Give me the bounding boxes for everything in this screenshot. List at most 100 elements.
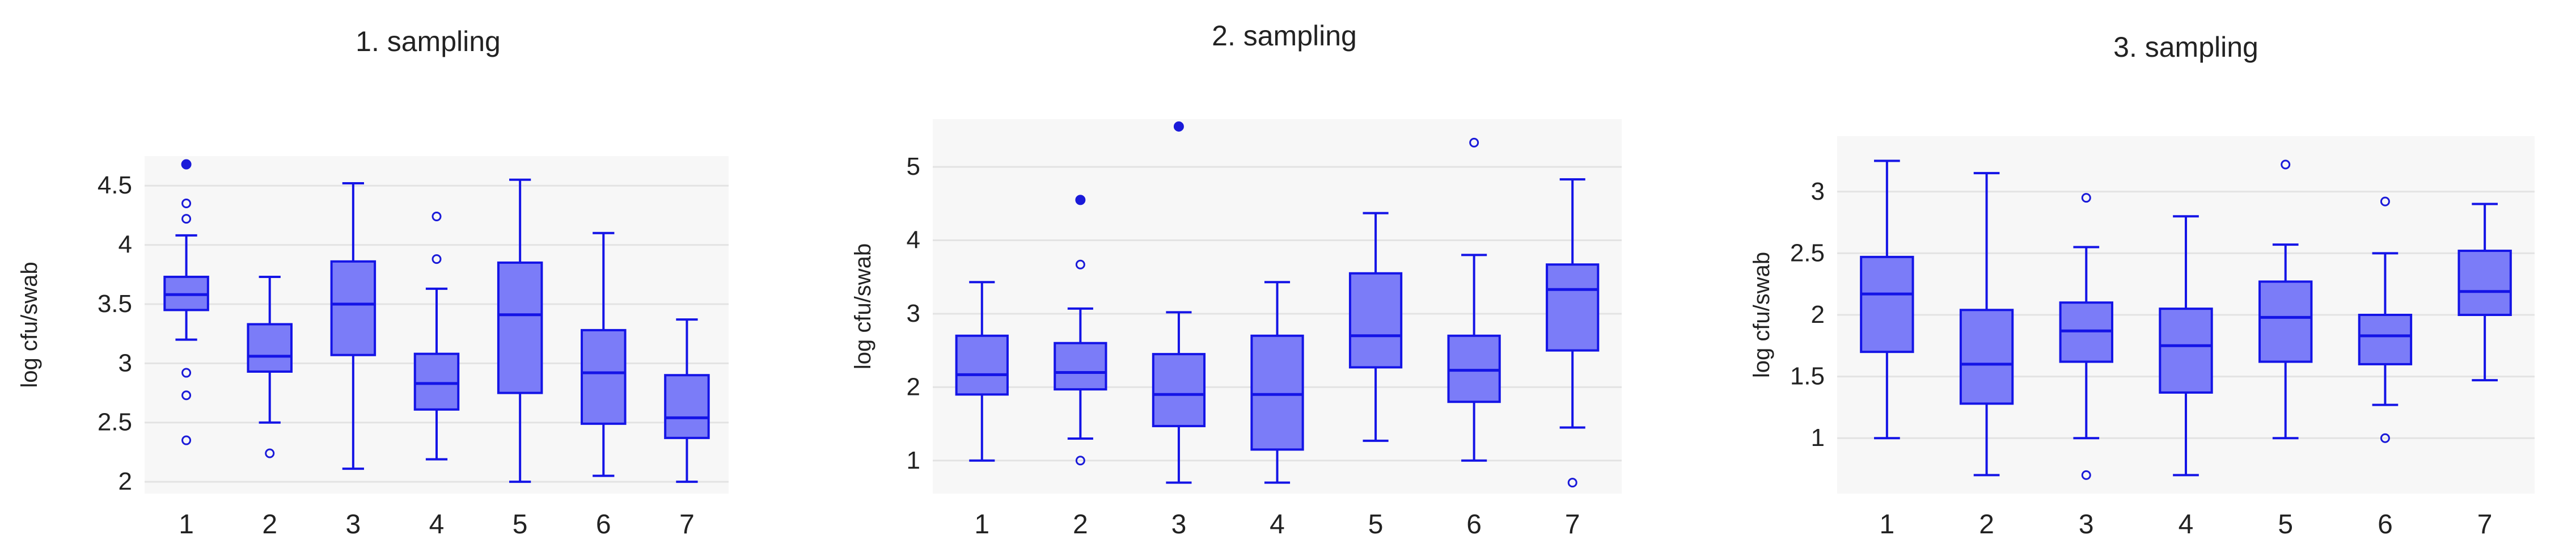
x-tick-label: 7 — [679, 510, 695, 540]
y-axis-label: log cfu/swab — [17, 262, 42, 388]
x-tick-label: 5 — [1368, 510, 1384, 540]
x-tick-label: 4 — [2179, 510, 2194, 540]
box-iqr — [581, 329, 627, 425]
y-tick-label: 2 — [1811, 301, 1825, 329]
box-category-7 — [2457, 203, 2512, 382]
outlier-point — [2081, 470, 2091, 480]
box-category-7 — [664, 318, 710, 483]
x-tick-label: 7 — [2477, 510, 2493, 540]
y-tick-label: 4 — [907, 226, 920, 254]
box-category-1 — [163, 159, 209, 445]
box-iqr — [664, 374, 710, 439]
box-iqr — [1959, 309, 2014, 405]
box-category-4 — [413, 211, 460, 461]
x-tick-label: 3 — [2079, 510, 2094, 540]
outlier-point — [1567, 478, 1577, 488]
box-category-6 — [581, 231, 627, 477]
outlier-point — [2281, 159, 2291, 170]
box-category-7 — [1546, 178, 1600, 488]
extreme-outlier-point — [181, 159, 192, 170]
outlier-point — [2380, 196, 2390, 207]
panel-1-sampling: 2 2.5 3 3.5 4 4.5 1 2 3 4 5 6 7 1. sampling log cfu/sw… — [17, 26, 729, 540]
box-iqr — [1546, 263, 1600, 352]
y-tick-label: 3 — [119, 349, 132, 377]
box-iqr — [1860, 255, 1914, 353]
y-tick-label: 3 — [1811, 178, 1825, 205]
outlier-point — [181, 390, 192, 401]
box-category-6 — [1447, 137, 1501, 462]
outlier-point — [2380, 433, 2390, 443]
box-category-3 — [1152, 121, 1206, 484]
box-category-1 — [955, 281, 1009, 462]
box-category-3 — [2059, 193, 2113, 480]
x-tick-label: 2 — [1073, 510, 1088, 540]
x-tick-label: 1 — [1880, 510, 1895, 540]
x-tick-label: 3 — [346, 510, 361, 540]
x-tick-label: 2 — [1979, 510, 1994, 540]
panel-3-sampling: 1 1.5 2 2.5 3 1 2 3 4 5 6 7 3. sampling log cfu/swab — [1749, 31, 2535, 540]
x-tick-label: 3 — [1171, 510, 1187, 540]
x-tick-label: 1 — [179, 510, 194, 540]
x-tick-label: 4 — [429, 510, 445, 540]
outlier-point — [265, 448, 275, 458]
outlier-point — [432, 211, 442, 221]
x-tick-label: 5 — [2278, 510, 2293, 540]
panel-2-sampling: 1 2 3 4 5 1 2 3 4 5 6 7 2. sampling log cfu/swab — [851, 20, 1622, 540]
outlier-point — [181, 368, 192, 378]
box-iqr — [497, 261, 543, 394]
box-iqr — [2258, 280, 2313, 363]
chart-title: 1. sampling — [356, 26, 501, 57]
outlier-point — [1075, 259, 1085, 270]
y-tick-label: 2.5 — [1790, 239, 1825, 267]
box-iqr — [2358, 314, 2413, 365]
box-iqr — [1447, 334, 1501, 403]
extreme-outlier-point — [1075, 195, 1086, 205]
y-tick-label: 4 — [119, 231, 132, 259]
y-tick-label: 5 — [907, 153, 920, 180]
x-tick-label: 4 — [1270, 510, 1285, 540]
box-category-5 — [497, 178, 543, 483]
box-category-5 — [2258, 159, 2313, 440]
box-category-6 — [2358, 196, 2413, 443]
extreme-outlier-point — [1173, 121, 1184, 132]
y-tick-label: 2 — [907, 373, 920, 401]
outlier-point — [181, 214, 192, 224]
y-axis-label: log cfu/swab — [851, 243, 875, 369]
box-iqr — [2457, 250, 2512, 316]
y-tick-label: 3 — [907, 300, 920, 327]
x-tick-label: 6 — [2378, 510, 2393, 540]
y-tick-label: 2.5 — [98, 409, 132, 436]
x-tick-label: 1 — [974, 510, 989, 540]
box-category-3 — [330, 182, 377, 470]
outlier-point — [1469, 137, 1479, 148]
chart-title: 2. sampling — [1212, 20, 1357, 52]
outlier-point — [432, 254, 442, 264]
box-category-2 — [247, 275, 293, 458]
y-tick-label: 1 — [1811, 424, 1825, 452]
box-iqr — [330, 260, 377, 356]
outlier-point — [2081, 193, 2091, 203]
y-tick-label: 1 — [907, 447, 920, 474]
box-iqr — [1250, 334, 1304, 451]
x-tick-label: 6 — [596, 510, 611, 540]
x-tick-label: 2 — [262, 510, 277, 540]
box-iqr — [1348, 272, 1403, 369]
box-iqr — [413, 352, 460, 411]
box-iqr — [1054, 342, 1107, 391]
outlier-point — [181, 435, 192, 445]
chart-title: 3. sampling — [2113, 31, 2258, 63]
outlier-point — [1075, 456, 1085, 466]
box-iqr — [1152, 353, 1206, 427]
box-category-4 — [2159, 215, 2213, 477]
box-category-2 — [1054, 195, 1107, 466]
box-category-1 — [1860, 159, 1914, 440]
outlier-point — [181, 199, 192, 209]
y-tick-label: 3.5 — [98, 290, 132, 318]
x-tick-label: 7 — [1565, 510, 1580, 540]
box-category-5 — [1348, 212, 1403, 442]
x-tick-label: 5 — [513, 510, 528, 540]
box-category-2 — [1959, 172, 2014, 477]
x-tick-label: 6 — [1466, 510, 1482, 540]
y-tick-label: 1.5 — [1790, 363, 1825, 390]
